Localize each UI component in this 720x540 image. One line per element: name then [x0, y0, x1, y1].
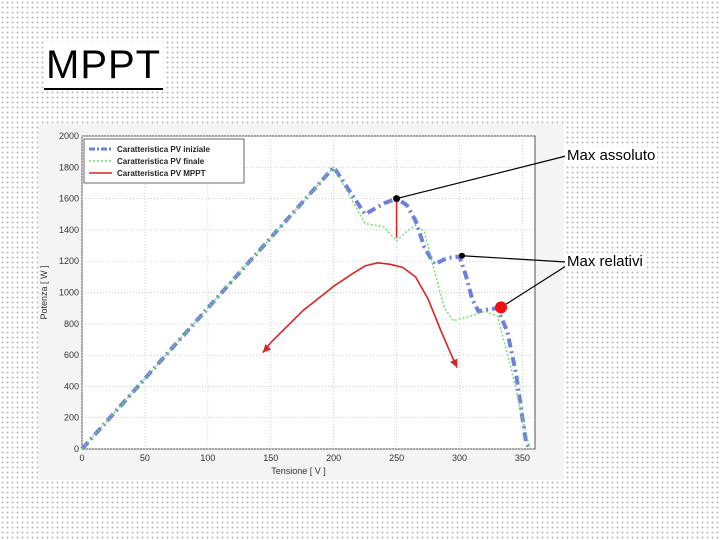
marker-max-relativo-1 — [459, 252, 466, 259]
y-tick-label: 0 — [74, 444, 79, 454]
x-tick-label: 50 — [140, 453, 150, 463]
legend-label-2: Caratteristica PV finale — [117, 157, 205, 166]
x-tick-label: 300 — [452, 453, 467, 463]
mppt-arrow-left-head — [262, 344, 272, 353]
y-tick-label: 800 — [64, 319, 79, 329]
y-tick-label: 600 — [64, 350, 79, 360]
mppt-arrow-right-head — [450, 358, 458, 368]
marker-max-relativo-2 — [495, 301, 508, 314]
y-tick-label: 1400 — [59, 225, 79, 235]
x-tick-label: 0 — [79, 453, 84, 463]
y-tick-label: 400 — [64, 381, 79, 391]
x-tick-label: 200 — [326, 453, 341, 463]
leader-line-max-assoluto — [396, 155, 567, 200]
y-axis-label: Potenza [ W ] — [39, 265, 49, 319]
legend-label-3: Caratteristica PV MPPT — [117, 169, 206, 178]
y-tick-label: 200 — [64, 413, 79, 423]
y-tick-label: 1600 — [59, 194, 79, 204]
x-tick-label: 250 — [389, 453, 404, 463]
callout-max-relativi: Max relativi — [565, 253, 645, 270]
leader-line-max-relativi-1 — [461, 255, 567, 263]
legend-label-1: Caratteristica PV iniziale — [117, 145, 210, 154]
series-line-3 — [270, 261, 458, 368]
slide-title: MPPT — [44, 42, 164, 90]
marker-max-assoluto — [393, 195, 401, 203]
x-tick-label: 150 — [263, 453, 278, 463]
x-tick-label: 350 — [515, 453, 530, 463]
series-line-1 — [80, 165, 532, 451]
callout-max-assoluto: Max assoluto — [565, 147, 658, 164]
y-tick-label: 1000 — [59, 288, 79, 298]
y-tick-label: 1200 — [59, 256, 79, 266]
y-tick-label: 1800 — [59, 162, 79, 172]
y-tick-label: 2000 — [59, 131, 79, 141]
x-tick-label: 100 — [200, 453, 215, 463]
leader-line-max-relativi-2 — [500, 265, 567, 308]
x-axis-label: Tensione [ V ] — [271, 466, 326, 476]
